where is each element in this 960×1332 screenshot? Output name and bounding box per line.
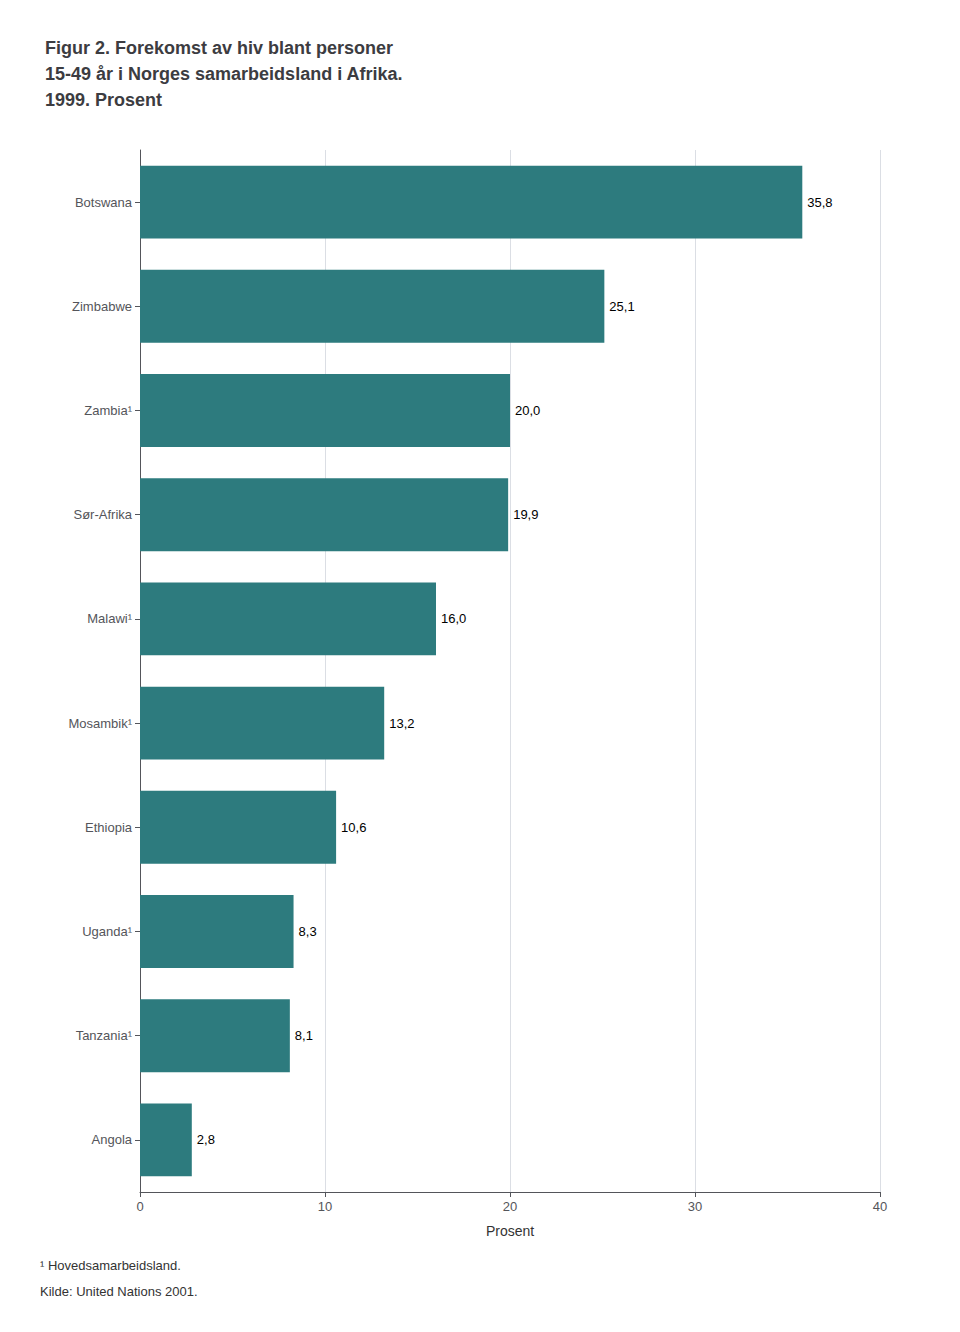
svg-text:Malawi¹: Malawi¹ <box>87 611 132 626</box>
svg-text:Sør-Afrika: Sør-Afrika <box>74 507 133 522</box>
svg-text:Ethiopia: Ethiopia <box>85 820 133 835</box>
svg-text:0: 0 <box>136 1199 143 1214</box>
svg-text:1999. Prosent: 1999. Prosent <box>45 90 162 110</box>
svg-text:8,1: 8,1 <box>295 1028 313 1043</box>
svg-text:25,1: 25,1 <box>609 299 634 314</box>
svg-text:20,0: 20,0 <box>515 403 540 418</box>
svg-text:Figur 2. Forekomst av hiv blan: Figur 2. Forekomst av hiv blant personer <box>45 38 393 58</box>
svg-text:Uganda¹: Uganda¹ <box>82 924 133 939</box>
svg-text:2,8: 2,8 <box>197 1132 215 1147</box>
svg-text:Tanzania¹: Tanzania¹ <box>76 1028 133 1043</box>
svg-text:20: 20 <box>503 1199 517 1214</box>
svg-text:13,2: 13,2 <box>389 716 414 731</box>
svg-text:40: 40 <box>873 1199 887 1214</box>
svg-text:Angola: Angola <box>92 1132 133 1147</box>
svg-text:¹ Hovedsamarbeidsland.: ¹ Hovedsamarbeidsland. <box>40 1258 181 1273</box>
svg-text:10: 10 <box>318 1199 332 1214</box>
svg-text:35,8: 35,8 <box>807 195 832 210</box>
svg-text:Botswana: Botswana <box>75 195 133 210</box>
svg-text:16,0: 16,0 <box>441 611 466 626</box>
svg-text:8,3: 8,3 <box>299 924 317 939</box>
svg-text:Prosent: Prosent <box>486 1223 534 1239</box>
svg-text:Zimbabwe: Zimbabwe <box>72 299 132 314</box>
svg-text:Kilde: United Nations 2001.: Kilde: United Nations 2001. <box>40 1284 198 1299</box>
svg-text:Mosambik¹: Mosambik¹ <box>68 716 132 731</box>
svg-text:10,6: 10,6 <box>341 820 366 835</box>
svg-text:15-49 år i Norges samarbeidsla: 15-49 år i Norges samarbeidsland i Afrik… <box>45 64 403 84</box>
svg-text:19,9: 19,9 <box>513 507 538 522</box>
svg-text:Zambia¹: Zambia¹ <box>84 403 132 418</box>
svg-text:30: 30 <box>688 1199 702 1214</box>
